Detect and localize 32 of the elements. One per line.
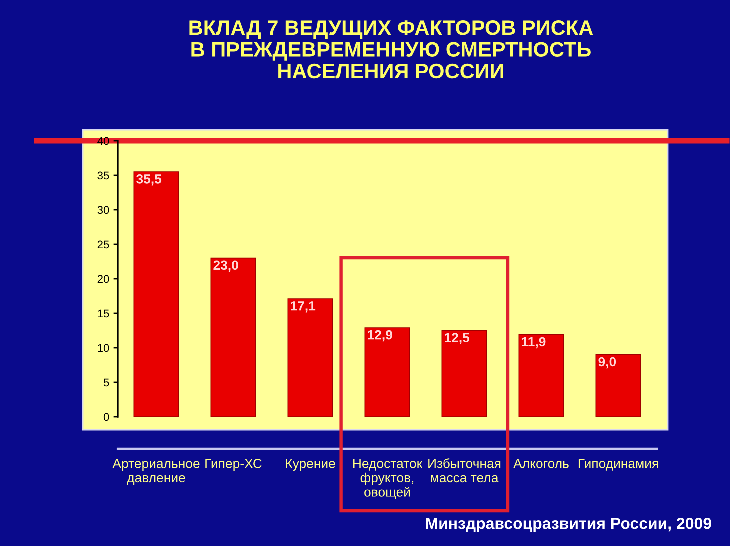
bar (288, 298, 334, 417)
x-tick-label: Курение (286, 459, 336, 471)
y-tick-label: 10 (98, 344, 110, 352)
y-tick-label: 5 (104, 378, 110, 387)
data-label: 12,5 (445, 333, 470, 344)
bar (442, 330, 488, 417)
text: Минздравсоцразвития России, 2009 (426, 518, 712, 532)
y-tick-label: 20 (98, 275, 110, 284)
x-tick-label: Гипер-ХС (206, 459, 262, 471)
data-label: 11,9 (522, 337, 546, 349)
y-tick-label: 30 (98, 206, 110, 214)
bar (134, 172, 180, 417)
bar (518, 334, 564, 417)
y-tick-label: 0 (104, 413, 110, 422)
y-tick-label: 15 (98, 310, 110, 318)
bar (596, 354, 642, 417)
bar (210, 258, 256, 417)
data-label: 23,0 (214, 260, 238, 272)
x-tick-label: Артериальное давление (112, 459, 200, 486)
x-tick-label: Недостаток фруктов, овощей (354, 459, 423, 500)
chart-title: ВКЛАД 7 ВЕДУЩИХ ФАКТОРОВ РИСКА В ПРЕЖДЕВРЕМЕННУЮ СМЕРТНОСТЬ НАСЕЛЕНИЯ РОССИИ (190, 20, 594, 79)
data-label: 35,5 (136, 174, 162, 186)
data-label: 17,1 (291, 302, 316, 313)
y-tick-label: 25 (98, 240, 110, 249)
y-tick-label: 35 (98, 172, 110, 180)
bar (364, 328, 410, 417)
x-tick-label: Гиподинамия (578, 459, 658, 471)
y-tick-label: 40 (98, 137, 110, 146)
x-tick-label: Избыточная масса тела (428, 458, 501, 483)
x-tick-label: Алкоголь (514, 459, 569, 468)
data-label: 9,0 (598, 357, 616, 369)
data-label: 12,9 (368, 330, 392, 342)
